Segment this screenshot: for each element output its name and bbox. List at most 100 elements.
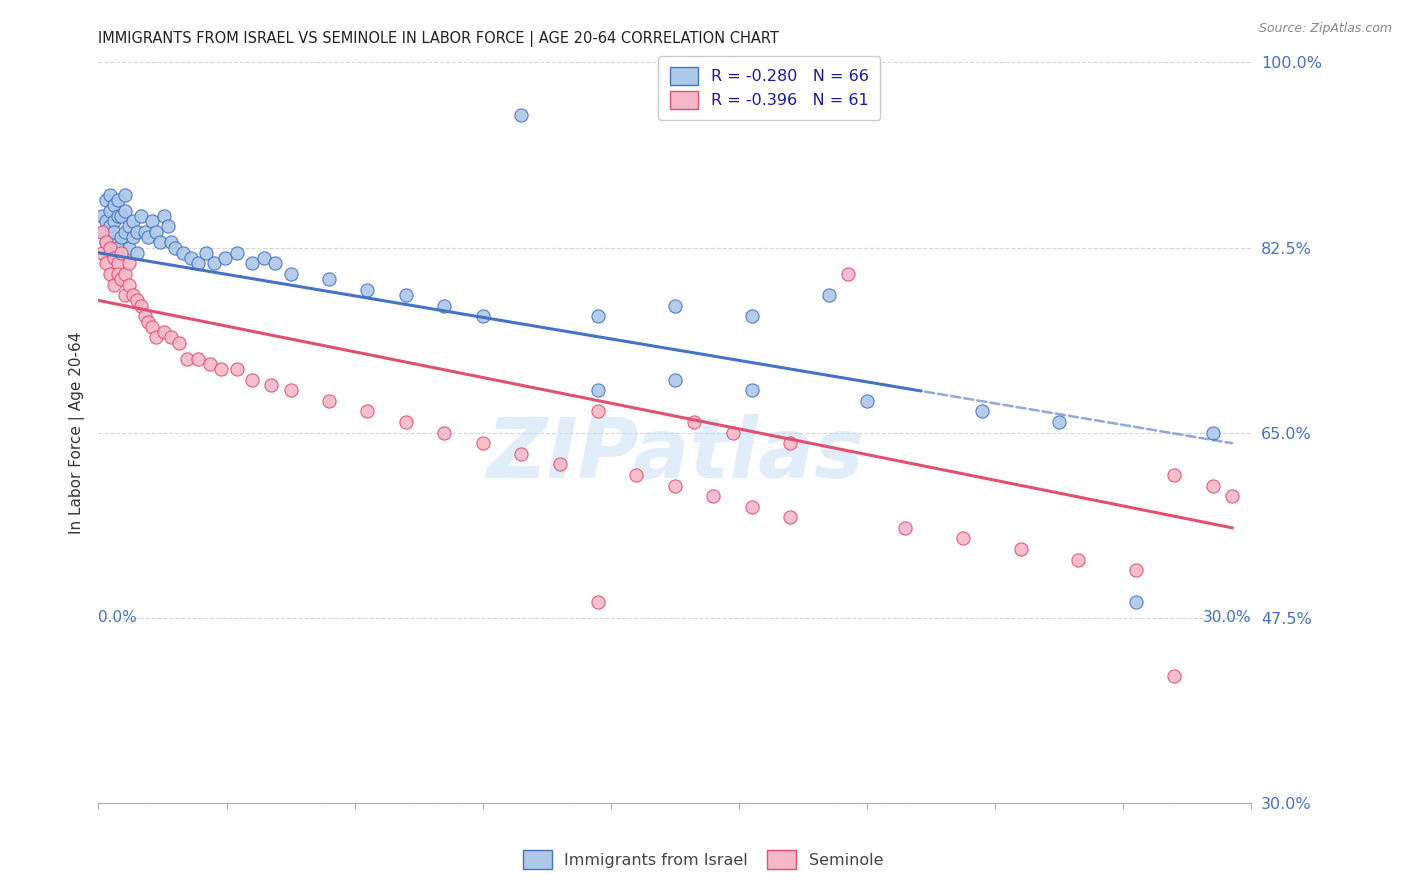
Point [741,310,763,324]
Legend: R = -0.280   N = 66, R = -0.396   N = 61: R = -0.280 N = 66, R = -0.396 N = 61 [658,55,880,120]
Point [160,235,183,250]
Point [280,267,302,281]
Point [94,235,117,250]
Point [510,447,533,461]
Point [110,209,132,223]
Point [240,256,263,270]
Point [664,373,686,387]
Point [98,203,121,218]
Point [856,393,879,408]
Point [1067,552,1090,566]
Point [107,267,129,281]
Point [110,272,132,286]
Point [103,198,125,212]
Point [167,335,190,350]
Point [103,277,125,292]
Point [176,351,198,366]
Point [125,245,148,260]
Point [98,245,121,260]
Point [198,357,221,371]
Point [149,235,172,250]
Point [664,299,686,313]
Point [145,330,167,344]
Point [1202,425,1225,440]
Text: 30.0%: 30.0% [1204,610,1251,625]
Point [395,288,418,302]
Point [125,225,148,239]
Point [817,288,839,302]
Point [837,267,859,281]
Point [1125,595,1147,609]
Point [433,425,456,440]
Point [103,251,125,265]
Point [1163,467,1185,482]
Point [187,351,209,366]
Point [91,245,114,260]
Legend: Immigrants from Israel, Seminole: Immigrants from Israel, Seminole [516,844,890,875]
Point [225,245,247,260]
Point [548,458,571,472]
Point [280,384,302,398]
Point [1163,669,1185,683]
Point [356,404,378,418]
Point [626,467,648,482]
Point [395,415,418,429]
Point [103,225,125,239]
Point [103,214,125,228]
Point [107,193,129,207]
Point [318,272,340,286]
Point [98,219,121,234]
Point [433,299,456,313]
Point [510,108,533,122]
Point [180,251,202,265]
Point [1202,478,1225,492]
Point [586,595,609,609]
Point [114,203,136,218]
Point [664,478,686,492]
Point [156,219,179,234]
Point [318,393,340,408]
Point [122,214,145,228]
Point [721,425,744,440]
Point [152,325,174,339]
Point [91,209,114,223]
Point [134,225,156,239]
Point [122,288,145,302]
Point [586,404,609,418]
Point [586,310,609,324]
Point [114,187,136,202]
Point [586,384,609,398]
Point [253,251,276,265]
Point [165,240,187,254]
Point [741,384,763,398]
Point [107,209,129,223]
Point [779,510,801,524]
Point [107,256,129,270]
Point [214,251,236,265]
Point [202,256,225,270]
Point [91,225,114,239]
Point [972,404,994,418]
Point [125,293,148,308]
Point [172,245,194,260]
Point [98,240,121,254]
Point [94,235,117,250]
Point [471,310,494,324]
Point [141,214,163,228]
Point [894,521,917,535]
Point [264,256,287,270]
Text: IMMIGRANTS FROM ISRAEL VS SEMINOLE IN LABOR FORCE | AGE 20-64 CORRELATION CHART: IMMIGRANTS FROM ISRAEL VS SEMINOLE IN LA… [98,31,779,47]
Point [952,532,974,546]
Point [103,235,125,250]
Point [110,245,132,260]
Point [91,225,114,239]
Y-axis label: In Labor Force | Age 20-64: In Labor Force | Age 20-64 [69,332,84,533]
Text: ZIPatlas: ZIPatlas [486,414,863,495]
Point [356,283,378,297]
Point [94,214,117,228]
Point [152,209,174,223]
Point [1010,541,1032,556]
Point [1125,563,1147,577]
Point [94,256,117,270]
Point [98,187,121,202]
